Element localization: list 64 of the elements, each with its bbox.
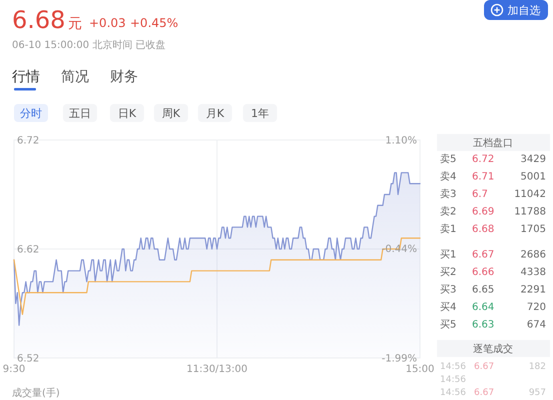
text: 卖3 (440, 188, 456, 200)
text: 6.65 (472, 284, 494, 296)
text: 1705 (520, 224, 546, 235)
text: 4338 (520, 267, 546, 278)
text: 成交量(手) (12, 387, 60, 399)
text: 6.64 (472, 302, 494, 313)
text: 元 (68, 16, 82, 32)
text: 6.69 (472, 206, 494, 218)
text: 14:56 (440, 375, 466, 385)
y-tick-label: 6.72 (17, 136, 40, 146)
text: 逐笔成交 (473, 343, 513, 355)
text: 买5 (440, 320, 456, 330)
text: 五日 (69, 107, 91, 120)
text: 14:56 (440, 388, 466, 398)
text: 6.68 (12, 6, 66, 34)
y-tick-label: 6.62 (17, 244, 40, 256)
text: 6.71 (472, 172, 494, 182)
text: 分时 (20, 107, 42, 120)
text: 6.67 (474, 362, 494, 372)
text: 月K (206, 107, 225, 120)
text: 卖1 (440, 223, 456, 235)
x-tick-label: 9:30 (2, 364, 26, 375)
text: 买1 (440, 250, 456, 260)
y-tick-label: 6.52 (17, 354, 40, 364)
text: 买4 (440, 302, 456, 313)
text: 182 (528, 362, 546, 372)
text: 卖5 (440, 153, 456, 165)
text: 6.67 (472, 250, 494, 260)
text: 加自选 (508, 4, 540, 17)
text: 06-10 15:00:00 北京时间 已收盘 (12, 39, 166, 51)
text: 6.63 (472, 320, 494, 330)
text: 买2 (440, 267, 456, 278)
text: 6.7 (472, 189, 488, 200)
text: 五档盘口 (473, 137, 513, 149)
text: 6.68 (472, 224, 494, 235)
text: 财务 (110, 69, 138, 85)
text: 720 (526, 302, 546, 313)
text: +0.03 (89, 16, 126, 30)
text: 2291 (520, 284, 546, 296)
text: 日K (118, 107, 137, 120)
text: 卖4 (440, 170, 456, 182)
text: 3429 (520, 154, 546, 165)
text: 2686 (520, 250, 546, 260)
y2-tick-label: 1.10% (385, 136, 417, 146)
text: 行情 (12, 69, 40, 85)
text: 买3 (440, 284, 456, 296)
x-tick-label: 11:30/13:00 (186, 364, 248, 375)
text: 14:56 (440, 362, 466, 372)
x-tick-label: 15:00 (406, 364, 434, 375)
text: 6.67 (474, 388, 494, 398)
line-series (13, 238, 421, 315)
text: 简况 (61, 69, 89, 85)
text: 6.72 (472, 154, 494, 165)
text: 卖2 (440, 206, 456, 218)
text: 6.66 (472, 267, 494, 278)
text: 11042 (514, 189, 546, 200)
text: 674 (526, 320, 546, 330)
text: 5001 (520, 172, 546, 182)
y2-tick-label: -1.99% (382, 354, 417, 364)
text: 1年 (251, 107, 269, 120)
text: +0.45% (130, 16, 178, 30)
text: 周K (162, 107, 181, 120)
text: 957 (528, 388, 546, 398)
text: 11788 (514, 206, 546, 218)
